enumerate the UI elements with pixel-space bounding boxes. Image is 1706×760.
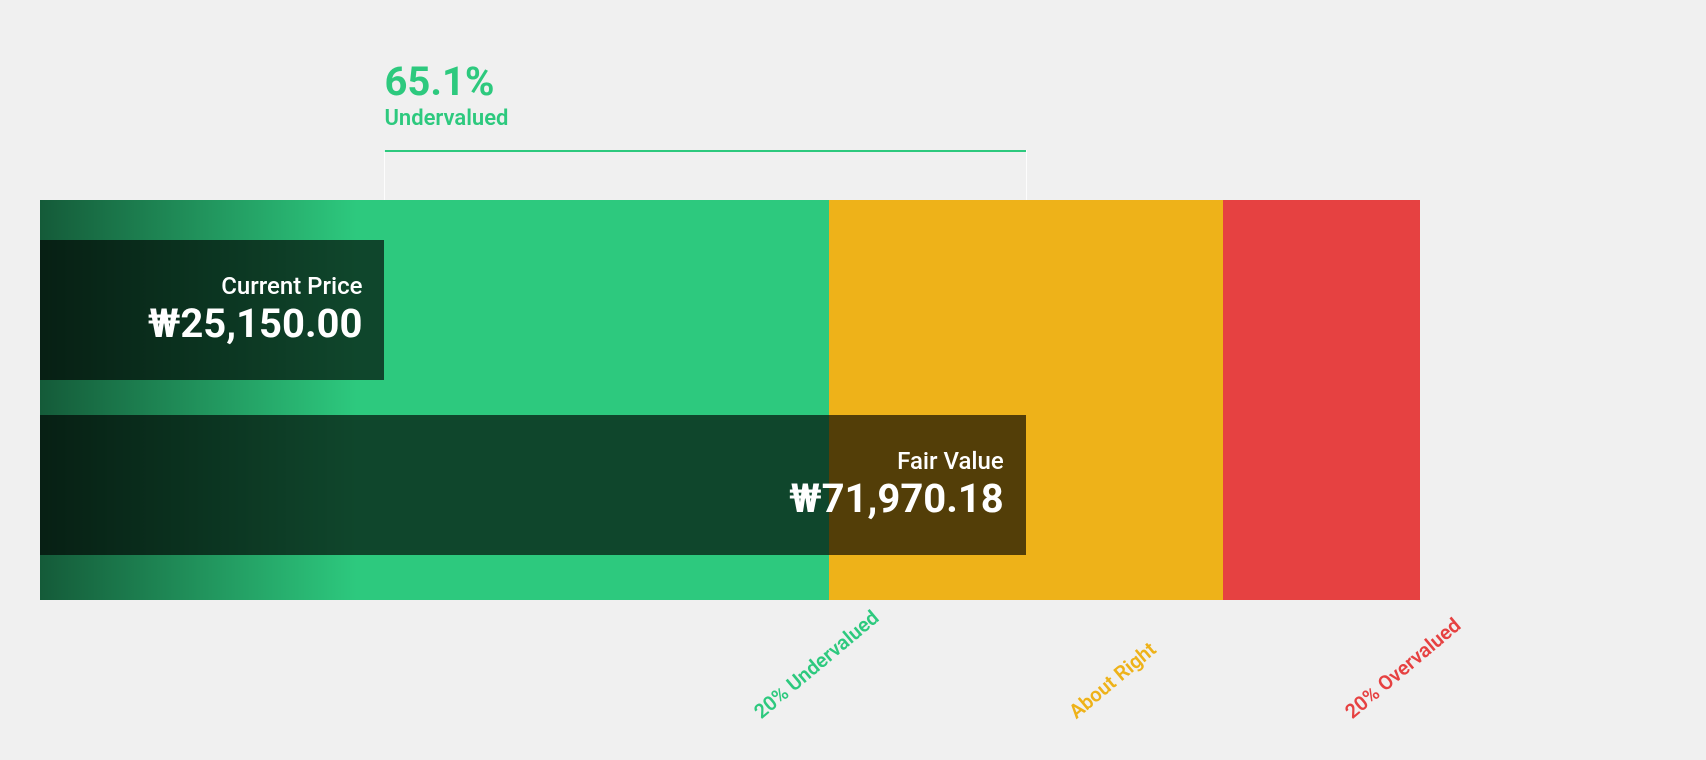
current-price-label: Current Price bbox=[221, 272, 362, 301]
axis-label-undervalued: 20% Undervalued bbox=[749, 605, 883, 723]
fair-value-label: Fair Value bbox=[897, 447, 1004, 476]
current-price-bar: Current Price ₩25,150.00 bbox=[40, 240, 384, 380]
fair-value-bar: Fair Value ₩71,970.18 bbox=[40, 415, 1026, 555]
valuation-sub: Undervalued bbox=[384, 106, 508, 131]
axis-label-overvalued: 20% Overvalued bbox=[1340, 613, 1465, 724]
axis-label-about-right: About Right bbox=[1064, 637, 1161, 723]
valuation-bar-track: Current Price ₩25,150.00 Fair Value ₩71,… bbox=[40, 200, 1420, 600]
range-rule-tick-left bbox=[384, 150, 385, 200]
valuation-pct: 65.1% bbox=[384, 60, 508, 104]
valuation-header: 65.1% Undervalued bbox=[384, 60, 508, 131]
current-price-value: ₩25,150.00 bbox=[148, 300, 363, 348]
zone-overvalued bbox=[1223, 200, 1420, 600]
valuation-chart: 65.1% Undervalued Current Price ₩25,150.… bbox=[40, 0, 1666, 760]
range-rule-line bbox=[384, 150, 1025, 152]
fair-value-value: ₩71,970.18 bbox=[789, 475, 1004, 523]
range-rule-tick-right bbox=[1026, 150, 1027, 200]
